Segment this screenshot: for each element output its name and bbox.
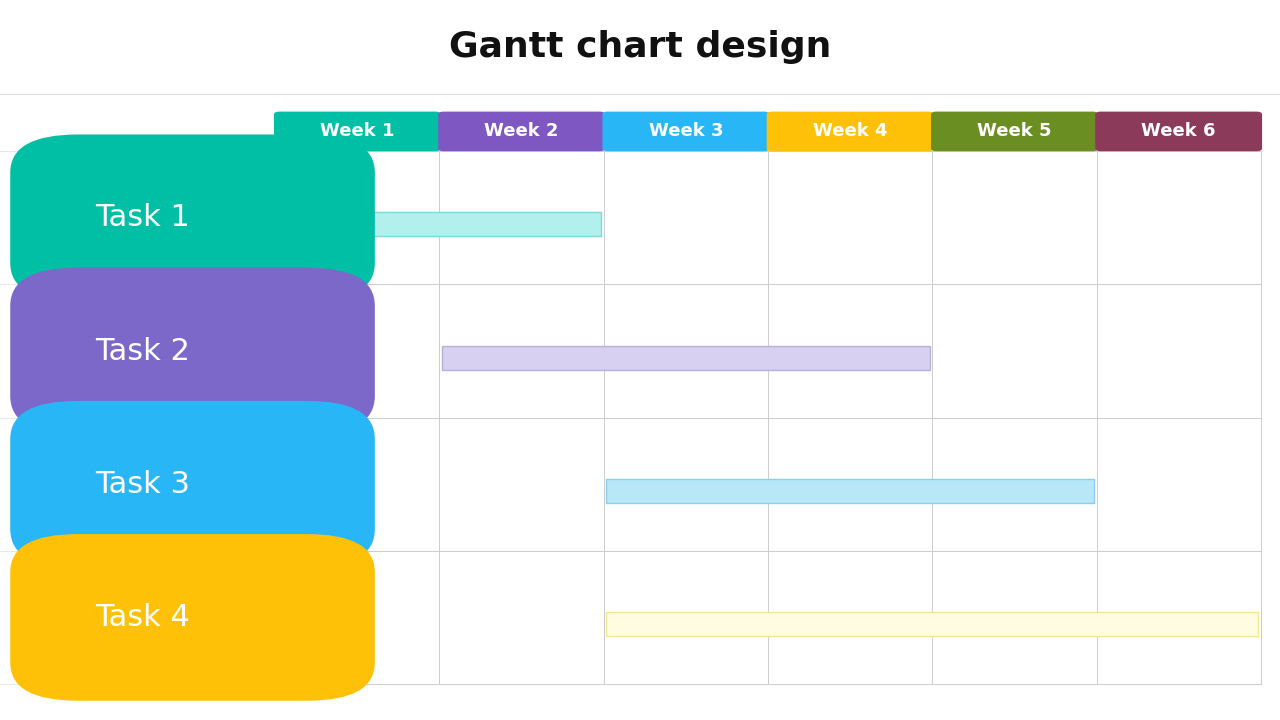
FancyBboxPatch shape xyxy=(442,346,929,369)
Text: Week 2: Week 2 xyxy=(484,122,559,140)
FancyBboxPatch shape xyxy=(10,268,375,434)
FancyBboxPatch shape xyxy=(274,112,440,151)
Text: Week 6: Week 6 xyxy=(1142,122,1216,140)
FancyBboxPatch shape xyxy=(603,112,769,151)
Text: Task 2: Task 2 xyxy=(95,336,191,366)
FancyBboxPatch shape xyxy=(1096,112,1262,151)
FancyBboxPatch shape xyxy=(10,534,375,701)
Text: Week 1: Week 1 xyxy=(320,122,394,140)
FancyBboxPatch shape xyxy=(607,479,1094,503)
FancyBboxPatch shape xyxy=(438,112,605,151)
FancyBboxPatch shape xyxy=(767,112,933,151)
Text: Week 4: Week 4 xyxy=(813,122,887,140)
FancyBboxPatch shape xyxy=(278,212,602,236)
Text: Task 1: Task 1 xyxy=(95,203,191,233)
FancyBboxPatch shape xyxy=(931,112,1098,151)
Text: Gantt chart design: Gantt chart design xyxy=(449,30,831,64)
Text: Week 5: Week 5 xyxy=(977,122,1052,140)
FancyBboxPatch shape xyxy=(10,401,375,567)
Text: Task 3: Task 3 xyxy=(95,469,191,499)
Text: Week 3: Week 3 xyxy=(649,122,723,140)
Text: Task 4: Task 4 xyxy=(95,603,191,632)
FancyBboxPatch shape xyxy=(607,612,1258,636)
FancyBboxPatch shape xyxy=(10,135,375,301)
